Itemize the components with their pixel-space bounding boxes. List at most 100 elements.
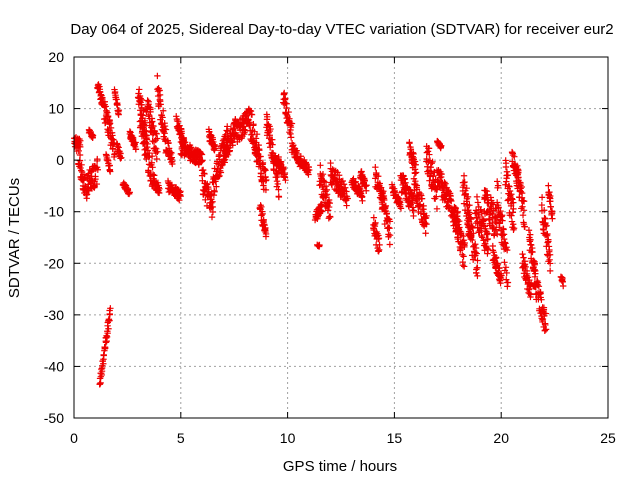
data-point [256,147,263,154]
data-point [281,89,288,97]
data-point [447,196,454,204]
data-point [541,327,549,335]
data-point [484,246,492,253]
data-point [479,216,487,223]
data-point [248,111,256,118]
data-point [531,266,538,273]
data-point [376,241,383,249]
data-point [169,157,176,165]
data-point [316,242,323,249]
data-point [396,197,403,205]
data-point [255,157,263,164]
data-point [463,184,470,192]
data-point [509,196,516,203]
data-point [83,191,91,198]
data-point [489,225,496,232]
data-point [126,128,134,135]
data-point [283,100,290,107]
data-point [152,145,160,153]
data-point [275,153,282,161]
data-point [496,264,503,272]
data-point [100,360,107,367]
data-point [325,196,333,204]
data-point [102,103,109,110]
data-point [503,269,510,277]
data-point [107,124,115,132]
data-point [261,166,269,173]
data-point [199,166,207,174]
data-point [502,163,510,171]
data-point [530,258,537,265]
data-point [80,171,88,178]
data-point [506,183,513,190]
data-point [484,235,492,243]
data-point [386,218,394,225]
data-point [381,220,388,228]
data-point [282,176,289,184]
data-point [483,236,491,243]
data-point [538,201,546,209]
data-point [187,144,195,151]
data-point [455,217,463,225]
data-point [153,155,160,163]
data-point [105,325,112,332]
data-point [109,136,117,143]
data-point [428,160,435,167]
data-point [493,254,500,261]
x-tick-label: 0 [70,430,78,446]
data-point [508,212,515,219]
data-point [149,137,156,145]
y-axis-label: SDTVAR / TECUs [6,178,23,298]
data-point [498,212,506,219]
data-point [410,207,417,214]
data-point [429,158,436,166]
data-point [257,153,264,160]
data-point [328,181,336,189]
y-tick-label: -10 [44,204,64,220]
data-point [520,207,528,214]
data-point [260,217,267,225]
data-point [381,196,388,204]
data-point [547,203,554,210]
data-point [499,217,506,224]
data-point [204,180,211,188]
data-point [490,249,497,256]
data-point [216,151,224,159]
data-point [142,119,149,126]
data-point [109,132,116,139]
data-point [327,213,334,221]
data-point [224,151,232,159]
data-point [253,131,261,138]
data-point [459,262,467,269]
data-point [501,259,508,266]
data-point [138,101,145,108]
data-point [287,134,295,141]
data-point [75,147,82,155]
data-point [546,188,553,196]
data-point [222,131,229,138]
data-point [229,142,236,149]
chart-title: Day 064 of 2025, Sidereal Day-to-day VTE… [70,21,613,38]
data-point [473,250,480,257]
data-point [107,305,114,312]
data-point [154,148,161,155]
data-point [114,101,121,108]
data-point [461,178,468,186]
data-point [100,351,107,359]
data-point [411,158,419,165]
data-point [285,108,292,116]
data-point [143,136,151,143]
data-point [351,179,359,186]
data-point [464,221,471,228]
data-point [545,182,552,189]
data-point [274,173,281,181]
data-point [523,272,531,280]
y-tick-label: 10 [48,101,64,117]
data-point [412,169,420,176]
data-point [177,192,184,200]
data-point [132,146,140,153]
x-tick-label: 25 [600,430,616,446]
data-point [156,91,164,99]
data-point [472,244,480,252]
data-point [521,223,529,230]
